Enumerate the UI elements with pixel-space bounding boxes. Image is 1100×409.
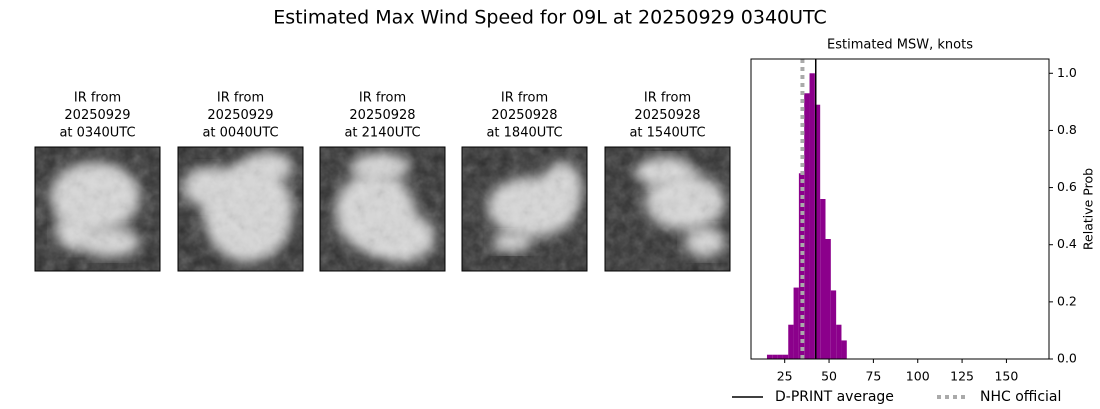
y-axis-label: Relative Prob: [1081, 168, 1096, 250]
x-tick-label: 25: [777, 369, 793, 384]
hist-bar: [782, 354, 789, 359]
panel-frame: [177, 146, 304, 272]
x-tick-label: 100: [906, 369, 930, 384]
hist-bar: [798, 173, 805, 359]
x-tick-label: 150: [994, 369, 1018, 384]
hist-bar: [766, 354, 773, 359]
y-tick-label: 0.0: [1057, 351, 1077, 366]
panel-frame: [604, 146, 731, 272]
panel-caption: at 2140UTC: [344, 126, 420, 141]
panel-caption: at 1540UTC: [629, 126, 705, 141]
panel-caption: IR from: [501, 91, 548, 106]
panel-caption: 20250928: [491, 108, 557, 123]
legend-label: D-PRINT average: [775, 389, 894, 405]
panel-caption: IR from: [644, 91, 691, 106]
hist-bar: [809, 73, 815, 360]
x-tick-label: 75: [865, 369, 881, 384]
panel-caption: IR from: [359, 91, 406, 106]
hist-bar: [825, 239, 831, 359]
legend-label: NHC official: [980, 389, 1061, 405]
panel-frame: [319, 146, 446, 272]
panel-caption: at 0340UTC: [59, 126, 135, 141]
panel-caption: 20250929: [207, 108, 273, 123]
x-tick-label: 50: [821, 369, 837, 384]
hist-bar: [804, 93, 810, 360]
plot-frame: [750, 58, 1050, 360]
y-tick-label: 0.8: [1057, 122, 1077, 137]
y-tick-label: 0.6: [1057, 179, 1077, 194]
panel-caption: at 1840UTC: [486, 126, 562, 141]
hist-bar: [814, 104, 821, 359]
figure-title: Estimated Max Wind Speed for 09L at 2025…: [273, 7, 827, 29]
ir-image: [34, 146, 161, 272]
y-tick-label: 1.0: [1057, 65, 1077, 80]
panel-caption: 20250929: [64, 108, 130, 123]
panel-caption: at 0040UTC: [202, 126, 278, 141]
ir-image: [177, 146, 304, 272]
panel-frame: [34, 146, 161, 272]
ir-image: [461, 146, 588, 272]
y-tick-label: 0.4: [1057, 236, 1077, 251]
y-tick-label: 0.2: [1057, 293, 1077, 308]
hist-bar: [836, 324, 842, 359]
panel-caption: 20250928: [634, 108, 700, 123]
ir-panels: IR from 20250929 at 0340UTC IR from 20250929…: [34, 91, 731, 272]
x-tick-label: 125: [950, 369, 974, 384]
panel-caption: IR from: [217, 91, 264, 106]
chart-title: Estimated MSW, knots: [827, 38, 973, 53]
ir-image: [319, 146, 446, 272]
histogram: Estimated MSW, knots 25 50 75 100 125 150 0.0 0.…: [732, 38, 1096, 405]
hist-bar: [841, 340, 847, 359]
panel-frame: [461, 146, 588, 272]
hist-bar: [820, 199, 826, 359]
hist-bar: [788, 324, 794, 359]
hist-bar: [777, 354, 783, 359]
hist-bar: [830, 290, 837, 359]
hist-bar: [793, 287, 799, 359]
ir-image: [604, 146, 731, 272]
panel-caption: IR from: [74, 91, 121, 106]
hist-bar: [772, 354, 778, 359]
panel-caption: 20250928: [349, 108, 415, 123]
